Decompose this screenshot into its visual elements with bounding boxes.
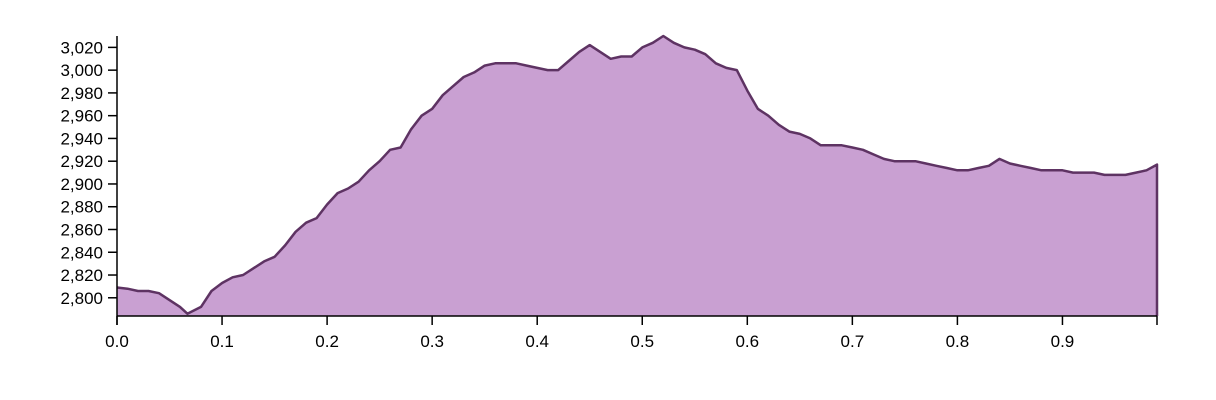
x-tick-label: 0.7 [841, 332, 865, 351]
x-tick-label: 0.5 [630, 332, 654, 351]
y-tick-label: 2,840 [60, 243, 103, 262]
y-tick-label: 2,960 [60, 107, 103, 126]
x-tick-label: 0.3 [420, 332, 444, 351]
y-tick-label: 2,920 [60, 152, 103, 171]
y-tick-label: 2,820 [60, 266, 103, 285]
y-tick-label: 3,020 [60, 38, 103, 57]
area-outline [116, 34, 1159, 316]
y-tick-label: 3,000 [60, 61, 103, 80]
x-tick-label: 0.8 [946, 332, 970, 351]
x-tick-label: 0.0 [105, 332, 129, 351]
y-tick-label: 2,940 [60, 129, 103, 148]
y-tick-label: 2,880 [60, 198, 103, 217]
area-fill [117, 36, 1157, 316]
x-tick-label: 0.2 [315, 332, 339, 351]
y-tick-label: 2,860 [60, 220, 103, 239]
x-tick-label: 0.4 [525, 332, 549, 351]
x-tick-label: 0.9 [1051, 332, 1075, 351]
x-axis-ticks: 0.0 0.1 0.2 0.3 0.4 0.5 0.6 0.7 0.8 0.9 [105, 316, 1158, 351]
y-tick-label: 2,900 [60, 175, 103, 194]
y-tick-label: 2,800 [60, 289, 103, 308]
y-axis-ticks: 2,800 2,820 2,840 2,860 2,880 2,900 2,920 2,940… [60, 38, 117, 308]
x-tick-label: 0.6 [735, 332, 759, 351]
y-tick-label: 2,980 [60, 84, 103, 103]
x-tick-label: 0.1 [210, 332, 234, 351]
